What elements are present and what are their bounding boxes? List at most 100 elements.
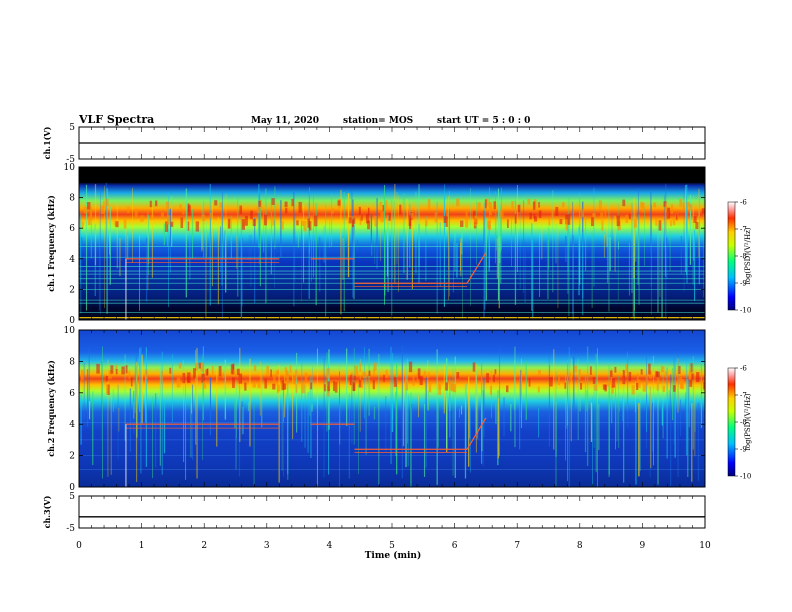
band-intensity-mark: [144, 369, 148, 380]
band-intensity-mark: [564, 382, 567, 389]
band-intensity-mark: [393, 377, 397, 387]
band-intensity-mark: [538, 210, 542, 218]
band-intensity-mark: [686, 201, 691, 208]
band-intensity-mark: [313, 215, 318, 227]
band-intensity-mark: [670, 220, 672, 227]
band-intensity-mark: [272, 217, 274, 226]
band-intensity-mark: [327, 381, 330, 392]
band-intensity-mark: [150, 214, 154, 220]
band-intensity-mark: [88, 217, 91, 225]
panel-2: 0 2 4 6 8 10 ch.1 Frequency (kHz): [46, 163, 706, 326]
x-tick-label: 1: [139, 541, 145, 551]
band-intensity-mark: [257, 381, 261, 389]
band-intensity-mark: [565, 219, 569, 231]
band-intensity-mark: [489, 386, 493, 395]
band-intensity-mark: [331, 208, 334, 214]
band-intensity-mark: [622, 199, 626, 207]
band-intensity-mark: [489, 206, 492, 216]
band-intensity-mark: [451, 383, 455, 392]
band-intensity-mark: [529, 212, 532, 220]
band-intensity-mark: [127, 206, 130, 214]
band-intensity-mark: [115, 221, 119, 228]
band-intensity-mark: [107, 384, 110, 395]
band-intensity-mark: [678, 365, 681, 374]
band-intensity-mark: [548, 218, 551, 226]
band-intensity-mark: [592, 213, 596, 219]
band-intensity-mark: [372, 380, 375, 390]
band-intensity-mark: [399, 204, 402, 215]
band-intensity-mark: [656, 381, 659, 391]
band-intensity-mark: [284, 367, 288, 378]
band-intensity-mark: [670, 204, 674, 214]
band-intensity-mark: [359, 363, 361, 373]
band-intensity-mark: [405, 379, 408, 391]
band-intensity-mark: [228, 218, 231, 229]
band-intensity-mark: [200, 362, 204, 372]
band-intensity-mark: [559, 219, 563, 225]
band-intensity-mark: [645, 374, 648, 386]
band-intensity-mark: [286, 373, 290, 384]
band-intensity-mark: [690, 363, 693, 373]
band-intensity-mark: [589, 366, 592, 375]
y-tick-label: 2: [69, 285, 75, 295]
band-intensity-mark: [653, 202, 657, 208]
band-intensity-mark: [637, 379, 641, 388]
band-intensity-mark: [610, 370, 613, 377]
band-intensity-mark: [473, 215, 478, 226]
panel-4: 5 -5 ch.3(V): [42, 492, 706, 534]
band-intensity-mark: [385, 200, 388, 210]
band-intensity-mark: [114, 220, 117, 227]
band-intensity-mark: [100, 205, 104, 214]
y-tick-label: 2: [69, 452, 75, 462]
band-intensity-mark: [284, 201, 288, 208]
band-intensity-mark: [239, 205, 243, 214]
band-intensity-mark: [419, 376, 423, 386]
band-intensity-mark: [300, 220, 305, 226]
band-intensity-mark: [125, 365, 128, 374]
band-intensity-mark: [456, 372, 460, 379]
band-intensity-mark: [408, 361, 413, 373]
band-intensity-mark: [538, 370, 541, 376]
band-intensity-mark: [307, 218, 310, 228]
band-intensity-mark: [282, 383, 287, 390]
figure-title: VLF Spectra: [78, 113, 154, 126]
band-intensity-mark: [349, 375, 352, 386]
band-intensity-mark: [679, 198, 683, 208]
band-intensity-mark: [567, 213, 571, 225]
band-intensity-mark: [291, 198, 294, 207]
band-intensity-mark: [562, 202, 565, 208]
band-intensity-mark: [578, 369, 581, 380]
colorbar-tick-label: -8: [740, 253, 747, 261]
band-intensity-mark: [232, 377, 235, 388]
band-intensity-mark: [130, 377, 133, 387]
band-intensity-mark: [205, 369, 209, 376]
band-intensity-mark: [166, 215, 171, 225]
band-intensity-mark: [277, 384, 281, 392]
band-intensity-mark: [640, 201, 643, 208]
band-intensity-mark: [555, 206, 559, 216]
band-intensity-mark: [689, 372, 692, 381]
band-intensity-mark: [658, 220, 662, 231]
band-intensity-mark: [514, 214, 517, 224]
band-intensity-mark: [591, 217, 594, 227]
band-intensity-mark: [264, 378, 267, 389]
band-intensity-mark: [272, 383, 276, 390]
colorbar-tick-label: -9: [740, 280, 747, 288]
band-intensity-mark: [628, 371, 632, 382]
colorbar-ch1: -6 -7 -8 -9 -10 log(PSD)(V²/Hz): [727, 199, 752, 315]
y-tick-label: 6: [69, 224, 75, 234]
band-intensity-mark: [456, 198, 460, 207]
band-intensity-mark: [285, 207, 288, 214]
y-tick-label: 8: [69, 194, 75, 204]
band-intensity-mark: [292, 376, 296, 385]
band-intensity-mark: [134, 208, 138, 218]
panel-1: 5 -5 ch.1(V): [42, 123, 706, 165]
band-intensity-mark: [636, 382, 639, 391]
band-intensity-mark: [660, 366, 665, 373]
band-intensity-mark: [581, 208, 584, 218]
band-intensity-mark: [580, 382, 583, 390]
band-intensity-mark: [640, 369, 643, 375]
colorbar-tick-label: -6: [740, 365, 747, 373]
tone-trace: [466, 417, 487, 450]
band-intensity-mark: [423, 370, 426, 379]
